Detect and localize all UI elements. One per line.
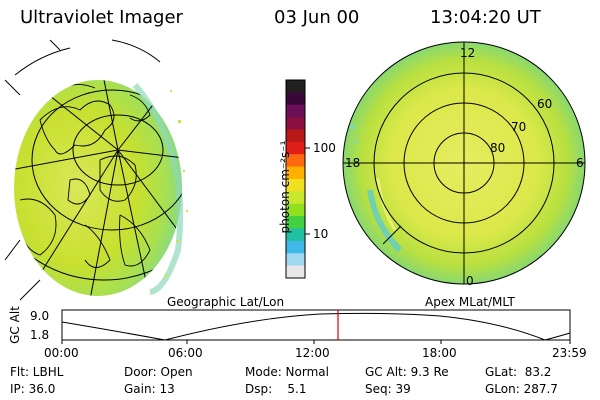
- colorbar-segment: [286, 117, 305, 131]
- timeline-xtick-1800: 18:00: [422, 346, 457, 360]
- colorbar-tick-label-10: 10: [313, 227, 329, 241]
- colorbar-strip: [286, 80, 305, 279]
- polar-panel: [342, 41, 586, 285]
- timeline-xticks: [61, 340, 571, 344]
- colorbar-tick-label-100: 100: [313, 141, 336, 155]
- timeline-ytick-min: 1.8: [30, 328, 50, 342]
- status-mode: Mode: Normal: [245, 365, 329, 379]
- status-gc-alt: GC Alt: 9.3 Re: [365, 365, 449, 379]
- geographic-globe-panel: [4, 39, 188, 301]
- colorbar-segment: [286, 129, 305, 143]
- colorbar-segment: [286, 80, 305, 93]
- mlt-label-6: 6: [576, 156, 584, 170]
- mlt-label-0: 0: [466, 274, 474, 288]
- left-panel-caption: Geographic Lat/Lon: [167, 295, 285, 309]
- status-ip: IP: 36.0: [10, 382, 56, 396]
- graticule-outer: [4, 39, 161, 301]
- date-label: 03 Jun 00: [274, 7, 360, 28]
- colorbar-frame: [285, 79, 306, 279]
- mlat-label-60: 60: [537, 97, 553, 111]
- colorbar: [285, 79, 310, 279]
- colorbar-segment: [286, 179, 305, 192]
- colorbar-segment: [286, 240, 305, 254]
- timeline-ylabel: GC Alt: [7, 306, 22, 344]
- time-label: 13:04:20 UT: [430, 7, 541, 28]
- right-panel-caption: Apex MLat/MLT: [425, 295, 515, 309]
- status-glat: GLat: 83.2: [485, 365, 552, 379]
- timeline-frame: [61, 309, 571, 341]
- edge-speckle: [165, 90, 188, 277]
- status-glon: GLon: 287.7: [485, 382, 558, 396]
- status-filter: Flt: LBHL: [10, 365, 64, 379]
- colorbar-segment: [286, 203, 305, 217]
- colorbar-unit-label: photon cm⁻²s⁻¹: [278, 140, 292, 234]
- status-gain: Gain: 13: [124, 382, 175, 396]
- colorbar-segment: [286, 92, 305, 106]
- timeline-xtick-1200: 12:00: [295, 346, 330, 360]
- timeline-xtick-0000: 00:00: [44, 346, 79, 360]
- timeline-xtick-2359: 23:59: [552, 346, 587, 360]
- status-seq: Seq: 39: [365, 382, 411, 396]
- coastlines: [19, 84, 151, 268]
- mlt-label-12: 12: [460, 46, 476, 60]
- colorbar-segment: [286, 166, 305, 180]
- status-dsp: Dsp: 5.1: [245, 382, 307, 396]
- timeline-ytick-max: 9.0: [30, 309, 50, 323]
- mlt-label-18: 18: [345, 156, 361, 170]
- colorbar-segment: [286, 265, 305, 279]
- colorbar-segment: [286, 228, 305, 242]
- colorbar-segment: [286, 216, 305, 230]
- polar-oval: [350, 125, 403, 253]
- graticule: [14, 80, 182, 296]
- mlat-label-70: 70: [511, 120, 527, 134]
- terminator-glow: [132, 83, 184, 295]
- orbit-altitude-curve: [61, 312, 571, 341]
- status-door: Door: Open: [124, 365, 193, 379]
- timeline-xtick-0600: 06:00: [168, 346, 203, 360]
- timeline-plot: [61, 309, 571, 344]
- colorbar-segment: [286, 141, 305, 155]
- colorbar-segment: [286, 104, 305, 118]
- instrument-title: Ultraviolet Imager: [20, 7, 183, 28]
- colorbar-segment: [286, 191, 305, 205]
- globe-disk: [14, 80, 182, 296]
- colorbar-segment: [286, 253, 305, 267]
- colorbar-segment: [286, 154, 305, 168]
- polar-grid: [342, 41, 586, 285]
- mlat-label-80: 80: [490, 141, 506, 155]
